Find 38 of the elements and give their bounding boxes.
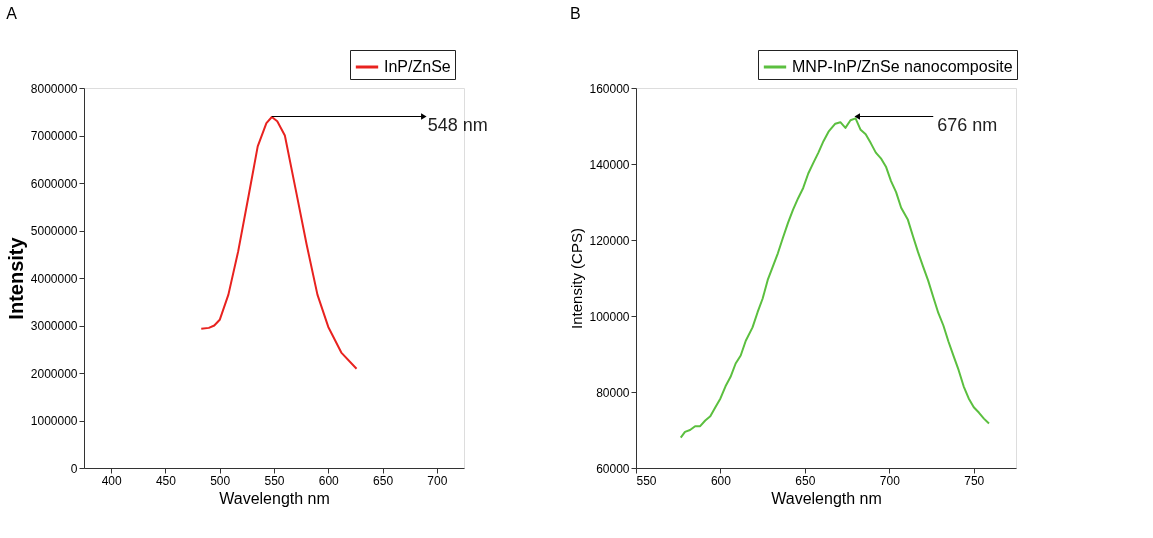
y-tick-label: 6000000	[30, 176, 78, 191]
x-tick-label: 650	[373, 473, 394, 488]
y-tick-label: 1000000	[30, 414, 78, 428]
x-axis-title: Wavelength nm	[219, 489, 330, 507]
y-tick-label: 8000000	[30, 81, 78, 96]
chart-title: A	[6, 4, 18, 22]
x-tick-label: 700	[427, 473, 448, 488]
y-axis-title: Intensity	[4, 236, 27, 320]
y-tick-label: 80000	[596, 385, 630, 400]
y-tick-label: 7000000	[30, 129, 78, 143]
annotation: 676 nm	[937, 114, 998, 135]
y-tick-label: 100000	[589, 309, 630, 324]
x-tick-label: 550	[636, 473, 657, 488]
y-tick-label: 3000000	[30, 319, 78, 333]
x-tick-label: 600	[710, 473, 732, 488]
y-tick-label: 140000	[589, 157, 630, 172]
chart-title: B	[569, 4, 581, 22]
y-tick-label: 160000	[589, 81, 630, 96]
annotation: 548 nm	[427, 114, 488, 135]
y-tick-label: 2000000	[30, 366, 78, 381]
x-tick-label: 450	[155, 473, 177, 488]
line-series	[200, 115, 358, 370]
y-tick-label: 5000000	[30, 224, 78, 238]
x-axis-title: Wavelength nm	[771, 489, 882, 507]
x-tick-label: 700	[879, 473, 901, 488]
x-tick-label: 550	[264, 473, 285, 488]
x-tick-label: 650	[795, 473, 816, 488]
y-tick-label: 60000	[596, 461, 630, 476]
x-tick-label: 750	[964, 473, 985, 488]
legend-label: MNP-InP/ZnSe nanocomposite	[792, 58, 1013, 75]
y-tick-label: 0	[70, 461, 78, 476]
x-tick-label: 600	[318, 473, 340, 488]
x-tick-label: 400	[101, 473, 122, 488]
y-tick-label: 4000000	[30, 271, 78, 286]
x-tick-label: 500	[210, 473, 231, 488]
legend-label: InP/ZnSe	[384, 58, 451, 75]
y-axis-title: Intensity (CPS)	[568, 228, 586, 329]
y-tick-label: 120000	[589, 233, 630, 248]
